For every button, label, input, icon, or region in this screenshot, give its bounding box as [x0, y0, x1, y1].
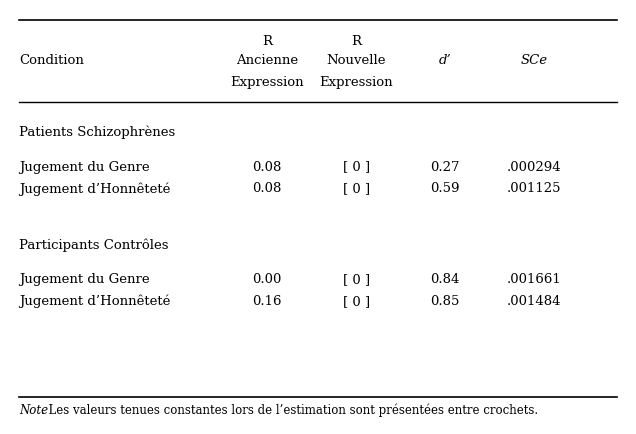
Text: 0.27: 0.27 [431, 161, 460, 174]
Text: Condition: Condition [19, 54, 84, 67]
Text: Patients Schizophrènes: Patients Schizophrènes [19, 125, 176, 139]
Text: SCe: SCe [521, 54, 548, 67]
Text: Nouvelle: Nouvelle [326, 54, 386, 67]
Text: Expression: Expression [319, 76, 393, 89]
Text: . Les valeurs tenues constantes lors de l’estimation sont présentées entre croch: . Les valeurs tenues constantes lors de … [41, 403, 539, 417]
Text: R: R [351, 35, 361, 48]
Text: Ancienne: Ancienne [236, 54, 298, 67]
Text: [ 0 ]: [ 0 ] [343, 182, 370, 195]
Text: 0.59: 0.59 [431, 182, 460, 195]
Text: Expression: Expression [230, 76, 304, 89]
Text: 0.08: 0.08 [252, 182, 282, 195]
Text: Jugement du Genre: Jugement du Genre [19, 273, 149, 286]
Text: .000294: .000294 [507, 161, 562, 174]
Text: 0.84: 0.84 [431, 273, 460, 286]
Text: Jugement du Genre: Jugement du Genre [19, 161, 149, 174]
Text: .001125: .001125 [507, 182, 562, 195]
Text: Jugement d’Honnêteté: Jugement d’Honnêteté [19, 295, 170, 309]
Text: d’: d’ [439, 54, 452, 67]
Text: Jugement d’Honnêteté: Jugement d’Honnêteté [19, 182, 170, 196]
Text: 0.85: 0.85 [431, 295, 460, 308]
Text: 0.00: 0.00 [252, 273, 282, 286]
Text: Participants Contrôles: Participants Contrôles [19, 238, 169, 252]
Text: Note: Note [19, 404, 48, 417]
Text: [ 0 ]: [ 0 ] [343, 295, 370, 308]
Text: .001661: .001661 [507, 273, 562, 286]
Text: [ 0 ]: [ 0 ] [343, 273, 370, 286]
Text: [ 0 ]: [ 0 ] [343, 161, 370, 174]
Text: .001484: .001484 [507, 295, 562, 308]
Text: R: R [262, 35, 272, 48]
Text: 0.08: 0.08 [252, 161, 282, 174]
Text: 0.16: 0.16 [252, 295, 282, 308]
